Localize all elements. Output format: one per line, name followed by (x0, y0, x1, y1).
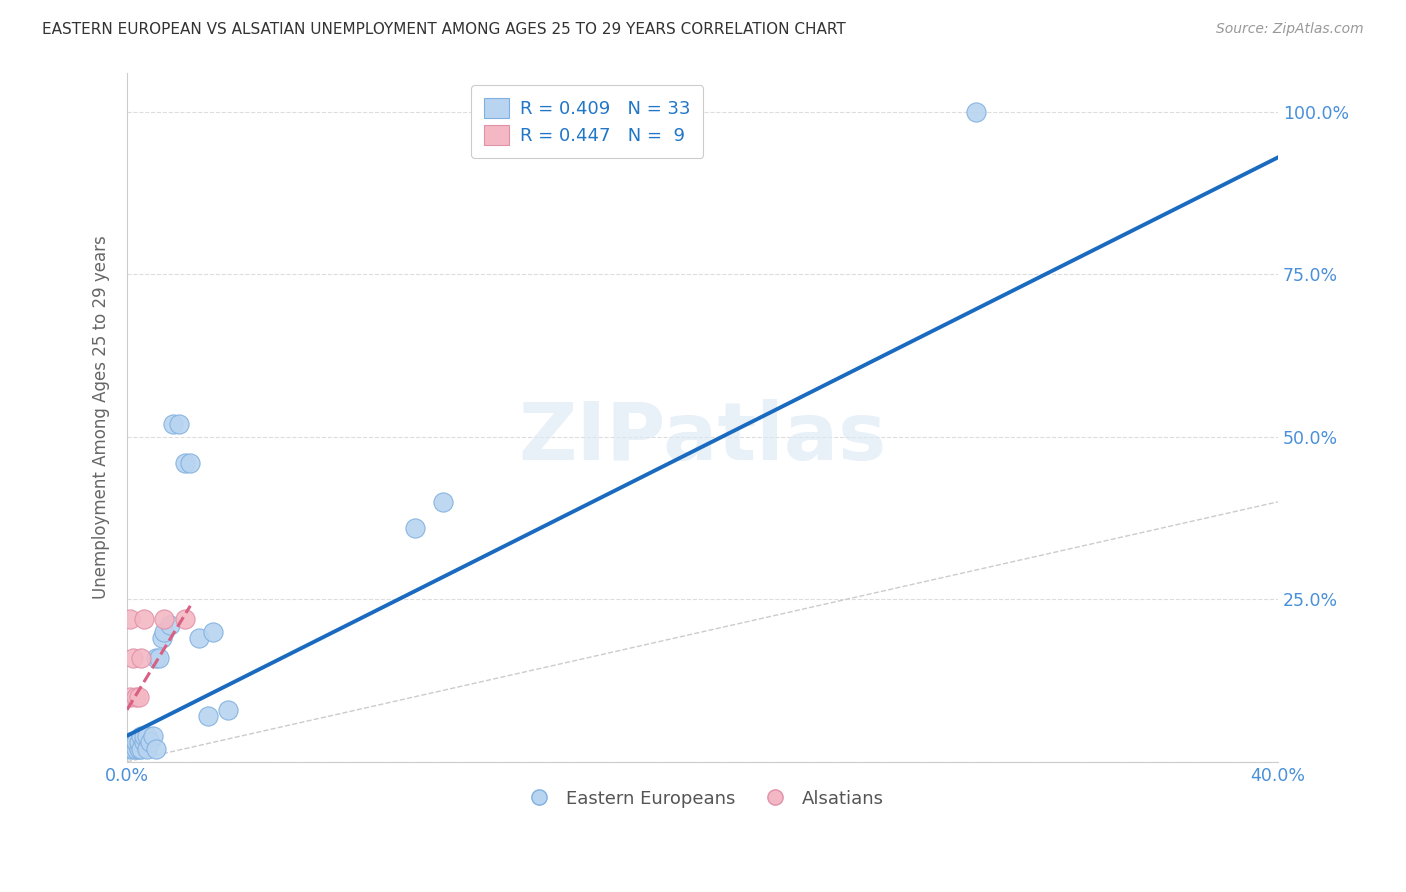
Point (142, 729, 165, 743)
Point (173, 612, 195, 626)
Point (128, 741, 150, 756)
Point (134, 729, 156, 743)
Point (404, 521, 426, 535)
Point (145, 741, 167, 756)
Point (118, 741, 141, 756)
Point (173, 456, 195, 470)
Point (202, 624, 225, 639)
Point (118, 735, 141, 749)
Point (124, 690, 146, 704)
Y-axis label: Unemployment Among Ages 25 to 29 years: Unemployment Among Ages 25 to 29 years (93, 235, 110, 599)
Point (153, 612, 176, 626)
Point (187, 632, 209, 646)
Point (124, 735, 146, 749)
Point (965, 105, 987, 120)
Point (131, 741, 153, 756)
Point (217, 703, 239, 717)
Point (121, 650, 143, 665)
Point (131, 729, 153, 743)
Point (145, 650, 167, 665)
Point (121, 741, 143, 756)
Point (179, 456, 201, 470)
Point (131, 650, 153, 665)
Point (148, 650, 170, 665)
Point (118, 612, 141, 626)
Legend: Eastern Europeans, Alsatians: Eastern Europeans, Alsatians (513, 782, 891, 814)
Point (162, 417, 184, 431)
Point (139, 735, 162, 749)
Point (124, 741, 146, 756)
Point (134, 612, 156, 626)
Point (167, 417, 190, 431)
Point (121, 735, 143, 749)
Point (153, 624, 176, 639)
Point (118, 690, 141, 704)
Point (159, 618, 181, 632)
Text: EASTERN EUROPEAN VS ALSATIAN UNEMPLOYMENT AMONG AGES 25 TO 29 YEARS CORRELATION : EASTERN EUROPEAN VS ALSATIAN UNEMPLOYMEN… (42, 22, 846, 37)
Point (134, 735, 156, 749)
Point (128, 690, 150, 704)
Point (136, 729, 159, 743)
Point (150, 632, 173, 646)
Point (128, 735, 150, 749)
Text: Source: ZipAtlas.com: Source: ZipAtlas.com (1216, 22, 1364, 37)
Point (136, 741, 159, 756)
Text: ZIPatlas: ZIPatlas (519, 399, 887, 477)
Point (432, 495, 454, 509)
Point (197, 709, 219, 723)
